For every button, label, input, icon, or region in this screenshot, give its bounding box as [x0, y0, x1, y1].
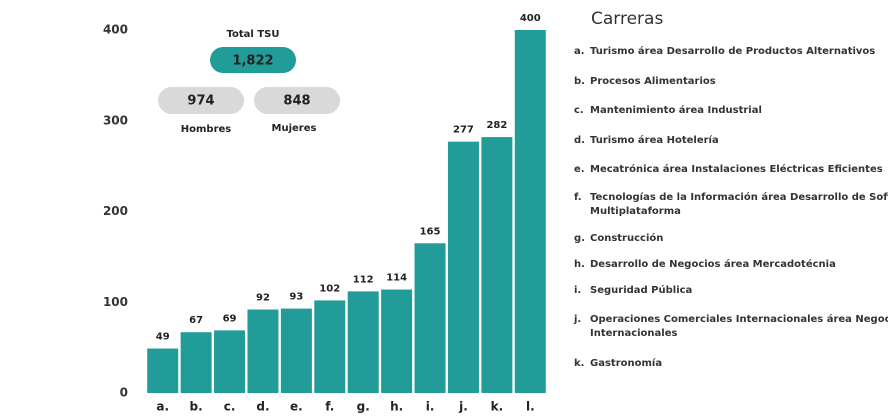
legend-key: f. — [574, 192, 582, 203]
value-label: 49 — [156, 332, 170, 343]
x-tick-label: h. — [390, 400, 403, 414]
value-label: 102 — [319, 283, 340, 294]
legend-text: Procesos Alimentarios — [590, 76, 716, 87]
value-label: 165 — [420, 226, 441, 237]
x-tick-label: f. — [325, 400, 334, 414]
legend-key: j. — [573, 314, 581, 325]
legend-text: Seguridad Pública — [590, 284, 692, 296]
bar — [481, 137, 513, 393]
value-label: 92 — [256, 293, 270, 304]
legend-key: d. — [574, 135, 585, 146]
legend-text: Turismo área Desarrollo de Productos Alt… — [590, 45, 875, 57]
legend-text: Construcción — [590, 232, 663, 244]
total-pill — [210, 47, 296, 73]
total-label: Total TSU — [227, 29, 280, 40]
bar — [347, 291, 379, 393]
legend-text: Operaciones Comerciales Internacionales … — [590, 313, 888, 325]
y-tick-label: 300 — [103, 113, 128, 127]
bar — [381, 289, 413, 393]
legend-key: c. — [574, 105, 584, 116]
legend-key: e. — [574, 164, 585, 175]
legend-title: Carreras — [591, 9, 663, 29]
men-value: 974 — [187, 94, 214, 109]
bar — [247, 309, 279, 393]
men-pill — [158, 87, 244, 114]
legend-key: g. — [574, 233, 585, 244]
legend-key: i. — [574, 285, 581, 296]
x-tick-label: g. — [357, 400, 370, 414]
x-tick-label: d. — [256, 400, 269, 414]
x-tick-label: b. — [190, 400, 203, 414]
value-label: 277 — [453, 125, 474, 136]
x-tick-label: i. — [426, 400, 435, 414]
legend-text: Mecatrónica área Instalaciones Eléctrica… — [590, 163, 883, 175]
x-tick-label: k. — [491, 400, 504, 414]
total-value: 1,822 — [232, 54, 273, 69]
bar — [447, 141, 479, 393]
y-tick-label: 100 — [103, 295, 128, 309]
men-label: Hombres — [181, 124, 232, 135]
bar — [514, 30, 546, 393]
legend-text: Gastronomía — [590, 357, 662, 369]
value-label: 400 — [520, 13, 541, 24]
x-tick-label: j. — [458, 400, 468, 414]
value-label: 93 — [289, 292, 303, 303]
y-tick-label: 200 — [103, 204, 128, 218]
y-tick-label: 400 — [103, 23, 128, 37]
legend-text: Internacionales — [590, 328, 678, 339]
legend-text: Tecnologías de la Información área Desar… — [590, 191, 888, 203]
x-tick-label: a. — [156, 400, 169, 414]
legend-key: b. — [574, 76, 585, 87]
bar — [314, 300, 346, 393]
legend-text: Multiplataforma — [590, 206, 681, 217]
bar — [280, 308, 312, 393]
bar — [214, 330, 246, 393]
legend-text: Turismo área Hotelería — [590, 134, 719, 146]
y-tick-label: 0 — [120, 386, 128, 400]
women-pill — [254, 87, 340, 114]
value-label: 114 — [386, 273, 407, 284]
bar — [414, 243, 446, 393]
bar — [180, 332, 212, 393]
x-tick-label: l. — [526, 400, 535, 414]
legend-text: Mantenimiento área Industrial — [590, 104, 762, 116]
women-value: 848 — [283, 94, 310, 109]
bar — [147, 348, 179, 393]
legend-key: a. — [574, 46, 585, 57]
legend-key: h. — [574, 259, 585, 270]
legend-text: Desarrollo de Negocios área Mercadotécni… — [590, 258, 836, 270]
x-tick-label: c. — [224, 400, 236, 414]
value-label: 67 — [189, 315, 203, 326]
value-label: 112 — [353, 274, 374, 285]
value-label: 69 — [223, 313, 237, 324]
women-label: Mujeres — [272, 123, 317, 134]
x-tick-label: e. — [290, 400, 303, 414]
legend-key: k. — [574, 358, 584, 369]
value-label: 282 — [486, 120, 507, 131]
